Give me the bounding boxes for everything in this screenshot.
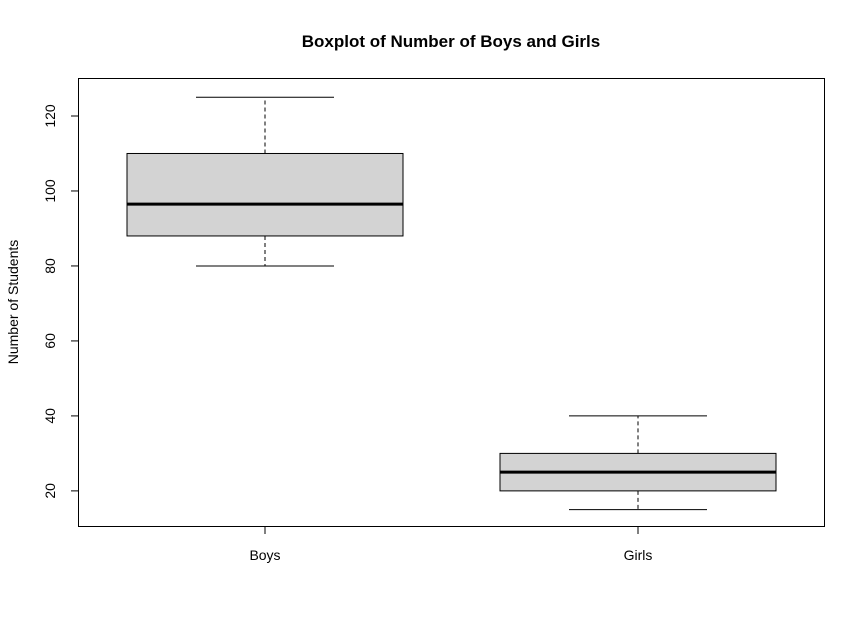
- x-tick-label: Boys: [249, 547, 280, 563]
- box-boys: [126, 96, 404, 267]
- y-tick-label: 120: [42, 104, 58, 128]
- y-axis-label: Number of Students: [5, 240, 21, 365]
- y-axis: 20 40 60 80 100 120: [42, 104, 79, 499]
- chart-title: Boxplot of Number of Boys and Girls: [302, 32, 600, 51]
- boxes: [126, 96, 777, 511]
- y-tick-label: 40: [42, 408, 58, 424]
- y-tick-label: 20: [42, 483, 58, 499]
- y-tick-label: 60: [42, 333, 58, 349]
- iqr-box: [126, 152, 404, 237]
- y-tick-label: 80: [42, 258, 58, 274]
- x-axis: Boys Girls: [249, 526, 653, 563]
- y-tick-label: 100: [42, 179, 58, 203]
- x-tick-label: Girls: [624, 547, 653, 563]
- box-girls: [499, 415, 777, 511]
